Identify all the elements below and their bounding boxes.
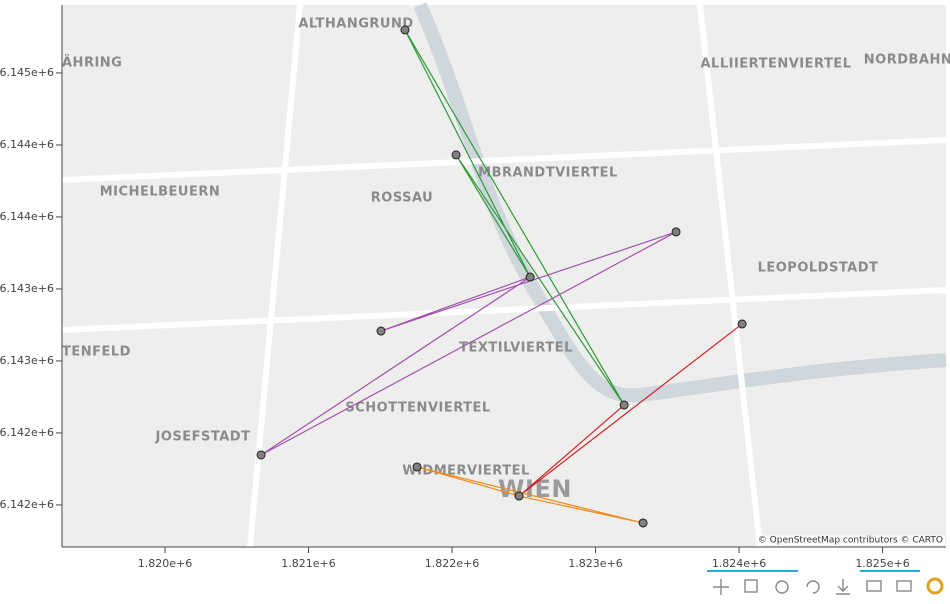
attribution-bg	[755, 535, 945, 546]
hover-tool-2[interactable]	[896, 580, 912, 592]
map-label: MICHELBEUERN	[100, 185, 220, 200]
map-label: ALTHANGRUND	[298, 17, 413, 32]
box-zoom-tool[interactable]	[744, 579, 758, 593]
node	[737, 319, 747, 329]
y-tick-label: 6.144e+6	[0, 210, 54, 223]
node	[671, 227, 681, 237]
node	[451, 150, 461, 160]
map-label: TEXTILVIERTEL	[459, 341, 573, 356]
x-tick-label: 1.822e+6	[425, 557, 479, 570]
edge-line	[260, 231, 677, 456]
edge-line	[518, 323, 743, 497]
wheel-zoom-tool[interactable]	[775, 580, 789, 594]
node	[525, 272, 535, 282]
toolbar	[713, 577, 944, 595]
node	[412, 462, 422, 472]
map-label: NORDBAHN	[864, 53, 950, 68]
map-label: ROSSAU	[371, 191, 433, 206]
y-tick-label: 6.143e+6	[0, 354, 54, 367]
map-label: ÄHRING	[62, 55, 122, 71]
save-tool[interactable]	[836, 579, 850, 595]
y-tick-label: 6.143e+6	[0, 282, 54, 295]
node	[256, 450, 266, 460]
edge-line	[404, 29, 625, 406]
attribution: © OpenStreetMap contributors © CARTO	[758, 536, 943, 546]
map-label: TENFELD	[62, 345, 131, 360]
x-tick-label: 1.824e+6	[712, 557, 766, 570]
map-label: WIDMERVIERTEL	[402, 464, 530, 479]
y-tick-label: 6.145e+6	[0, 66, 54, 79]
map-label: JOSEFSTADT	[155, 430, 251, 445]
node	[638, 518, 648, 528]
map-label: ALLIIERTENVIERTEL	[701, 57, 852, 72]
x-tick-label: 1.825e+6	[855, 557, 909, 570]
pan-tool[interactable]	[713, 579, 729, 595]
node	[619, 400, 629, 410]
x-tick-label: 1.821e+6	[281, 557, 335, 570]
node	[514, 491, 524, 501]
reset-tool[interactable]	[806, 580, 820, 594]
y-tick-label: 6.142e+6	[0, 498, 54, 511]
x-tick-label: 1.823e+6	[568, 557, 622, 570]
x-tick-label: 1.820e+6	[138, 557, 192, 570]
map-label: SCHOTTENVIERTEL	[345, 401, 490, 416]
map-label: LEOPOLDSTADT	[758, 261, 879, 276]
edge-line	[416, 466, 644, 524]
y-tick-label: 6.142e+6	[0, 426, 54, 439]
streets	[61, 4, 947, 548]
map-background	[62, 5, 946, 547]
map-label: WIEN	[498, 475, 572, 503]
y-tick-label: 6.144e+6	[0, 138, 54, 151]
hover-tool[interactable]	[866, 580, 882, 592]
bokeh-logo[interactable]	[926, 577, 944, 595]
node	[400, 25, 410, 35]
node	[376, 326, 386, 336]
map-label: MBRANDTVIERTEL	[478, 166, 618, 181]
